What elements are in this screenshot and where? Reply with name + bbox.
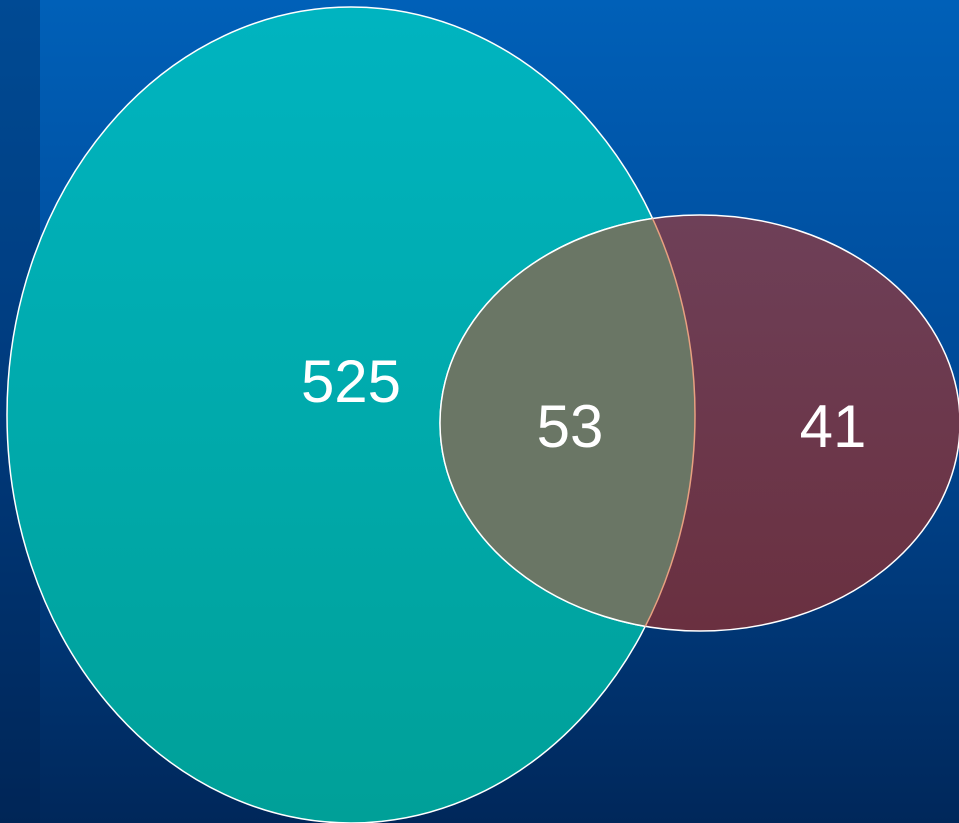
left-only-count: 525 [301, 348, 401, 415]
right-only-count: 41 [800, 393, 867, 460]
overlap-count: 53 [537, 393, 604, 460]
